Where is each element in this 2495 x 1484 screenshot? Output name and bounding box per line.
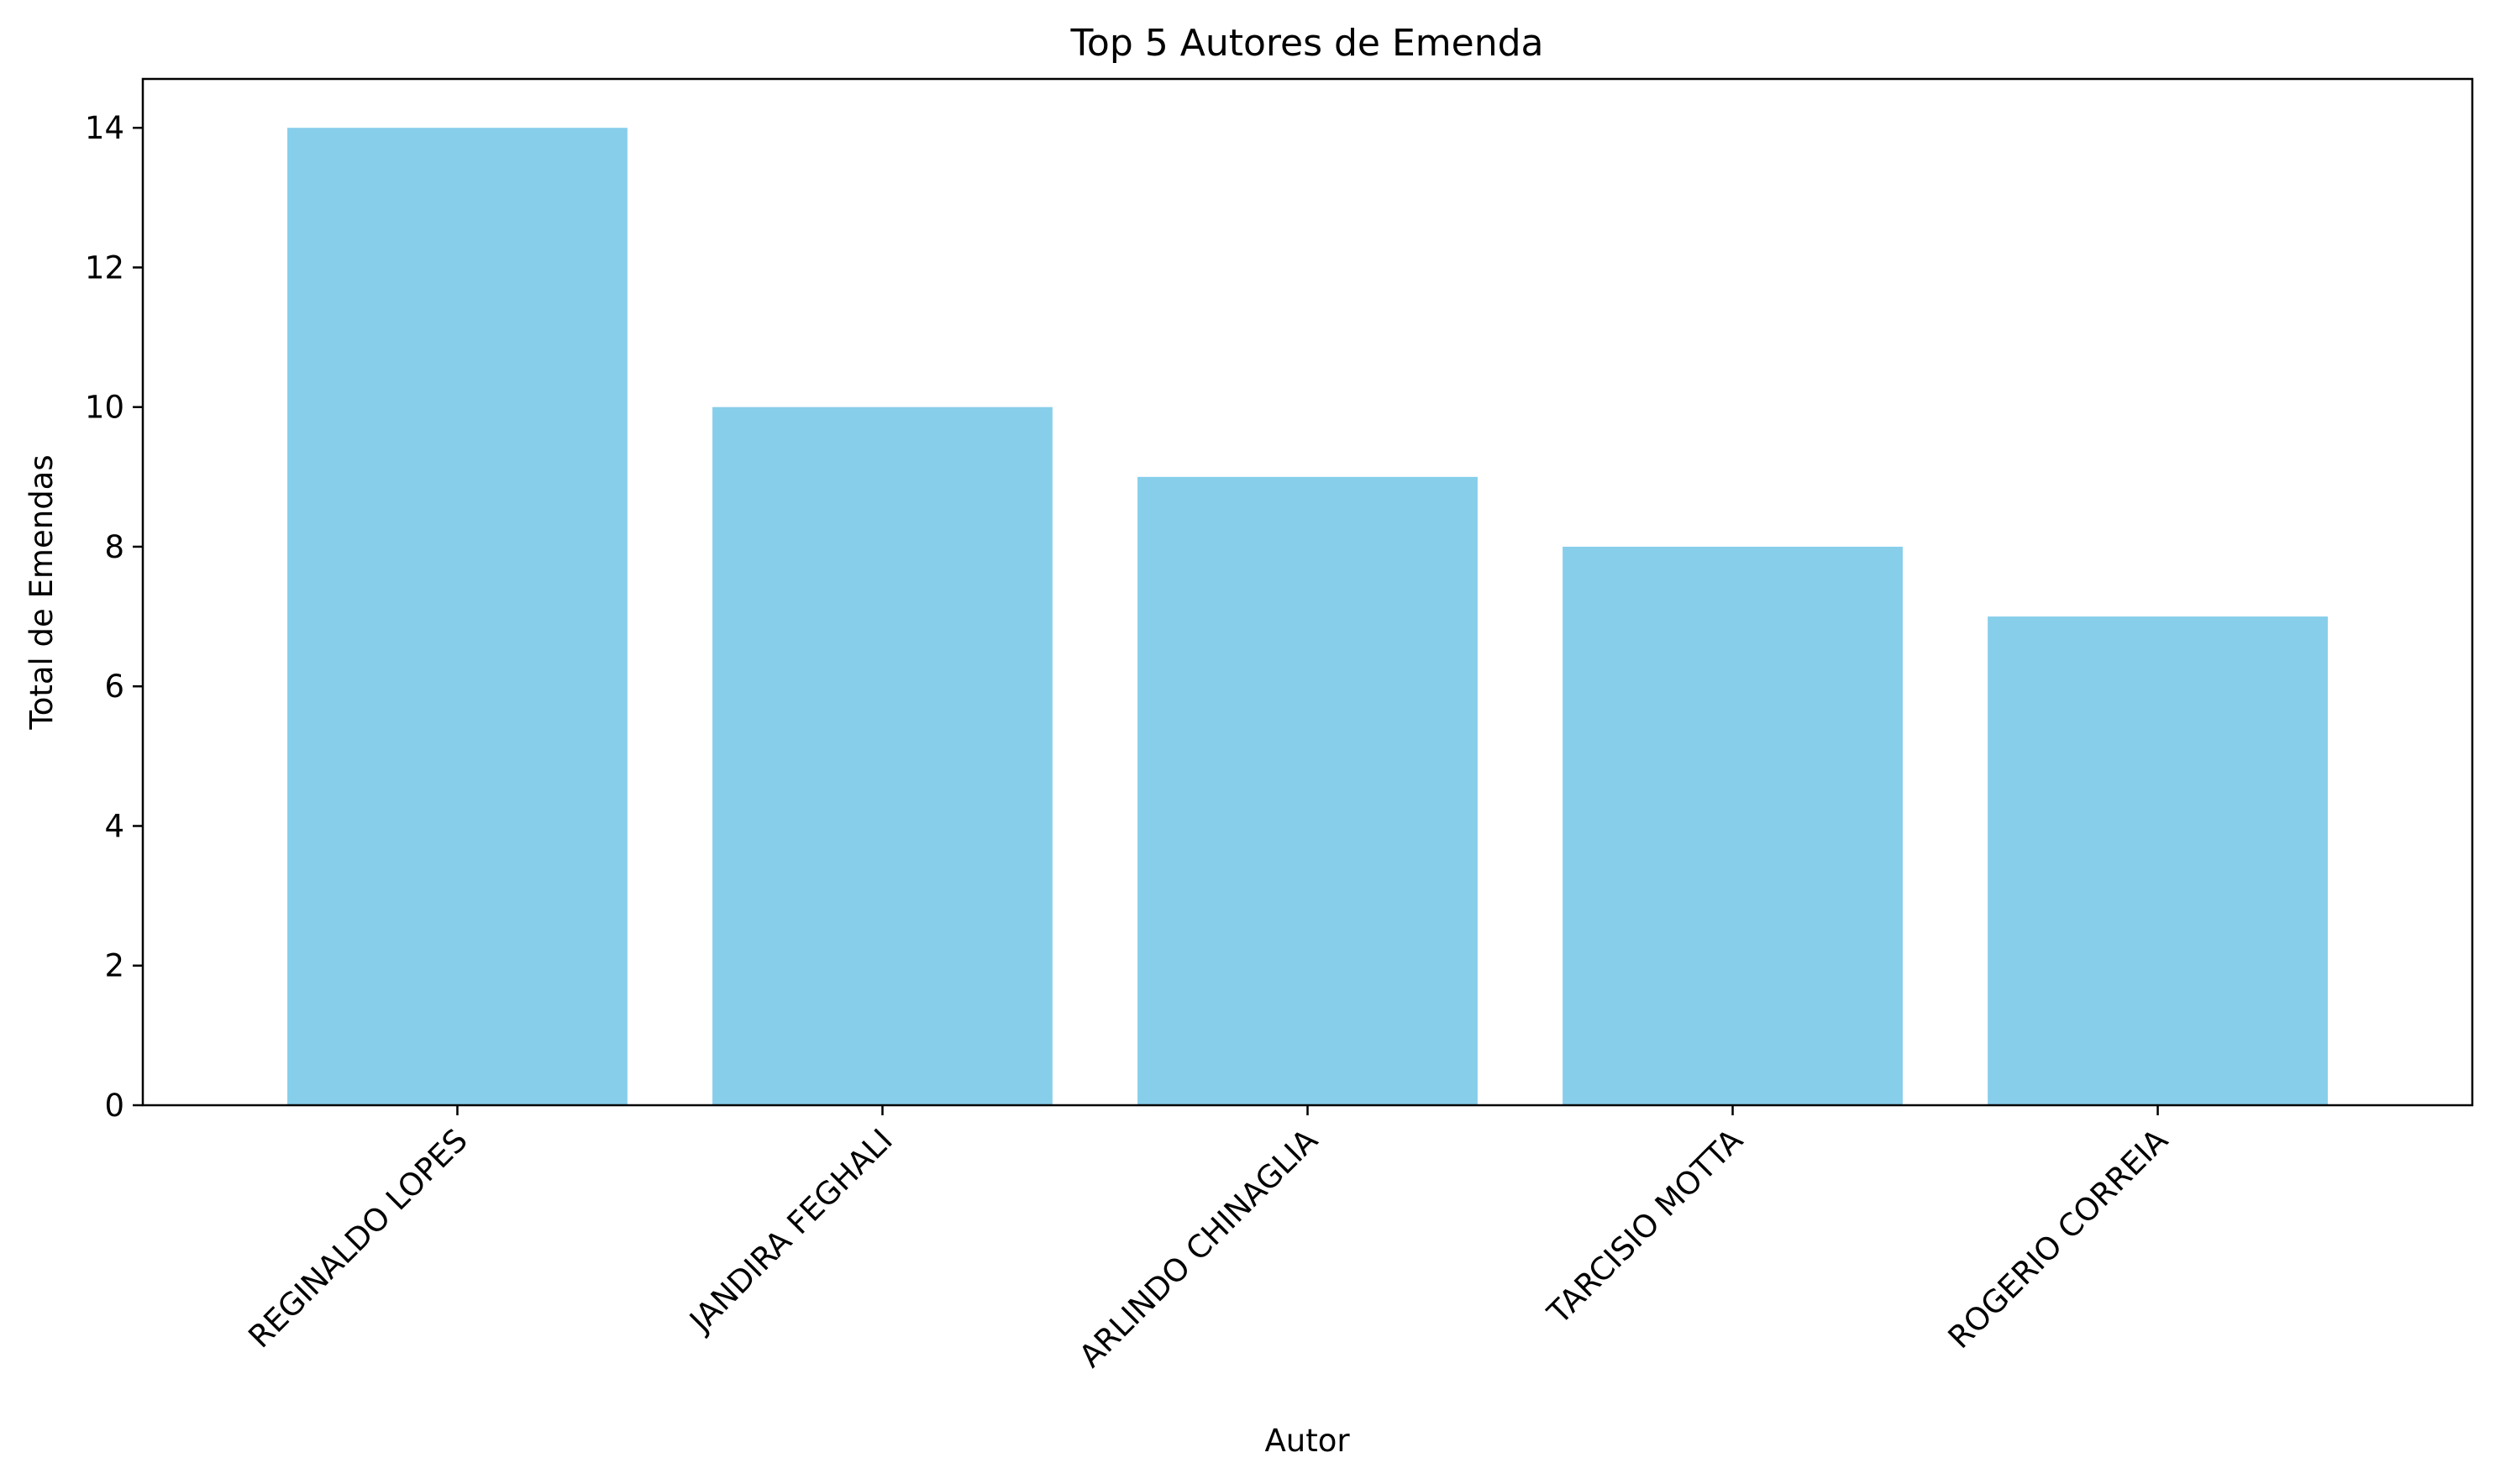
- chart-title: Top 5 Autores de Emenda: [1070, 22, 1544, 65]
- y-tick-label: 14: [85, 110, 124, 146]
- x-axis-title: Autor: [1264, 1423, 1350, 1459]
- y-tick-label: 0: [104, 1088, 124, 1124]
- x-tick-label: ARLINDO CHINAGLIA: [1072, 1122, 1325, 1375]
- bar-arlindo-chinaglia: [1137, 476, 1478, 1105]
- bars-group: [287, 128, 2328, 1106]
- x-tick-label: ROGERIO CORREIA: [1941, 1122, 2175, 1356]
- y-tick-label: 2: [104, 948, 124, 984]
- x-tick-label: REGINALDO LOPES: [241, 1122, 474, 1355]
- y-tick-label: 4: [104, 808, 124, 844]
- y-tick-label: 10: [85, 390, 124, 426]
- y-axis-ticks: 0 2 4 6 8 10 12 14: [85, 110, 143, 1124]
- x-tick-label: JANDIRA FEGHALI: [681, 1122, 899, 1340]
- bar-rogerio-correia: [1988, 616, 2328, 1105]
- x-tick-label: TARCISIO MOTTA: [1540, 1122, 1750, 1332]
- plot-frame: [141, 77, 2474, 1107]
- y-tick-label: 8: [104, 529, 124, 565]
- bar-tarcisio-motta: [1563, 546, 1903, 1105]
- bar-reginaldo-lopes: [287, 128, 628, 1106]
- y-tick-label: 12: [85, 249, 124, 286]
- bar-jandira-feghali: [712, 406, 1053, 1105]
- y-axis-title: Total de Emendas: [24, 454, 60, 730]
- y-tick-label: 6: [104, 669, 124, 705]
- x-axis-ticks: REGINALDO LOPES JANDIRA FEGHALI ARLINDO CH…: [241, 1105, 2175, 1375]
